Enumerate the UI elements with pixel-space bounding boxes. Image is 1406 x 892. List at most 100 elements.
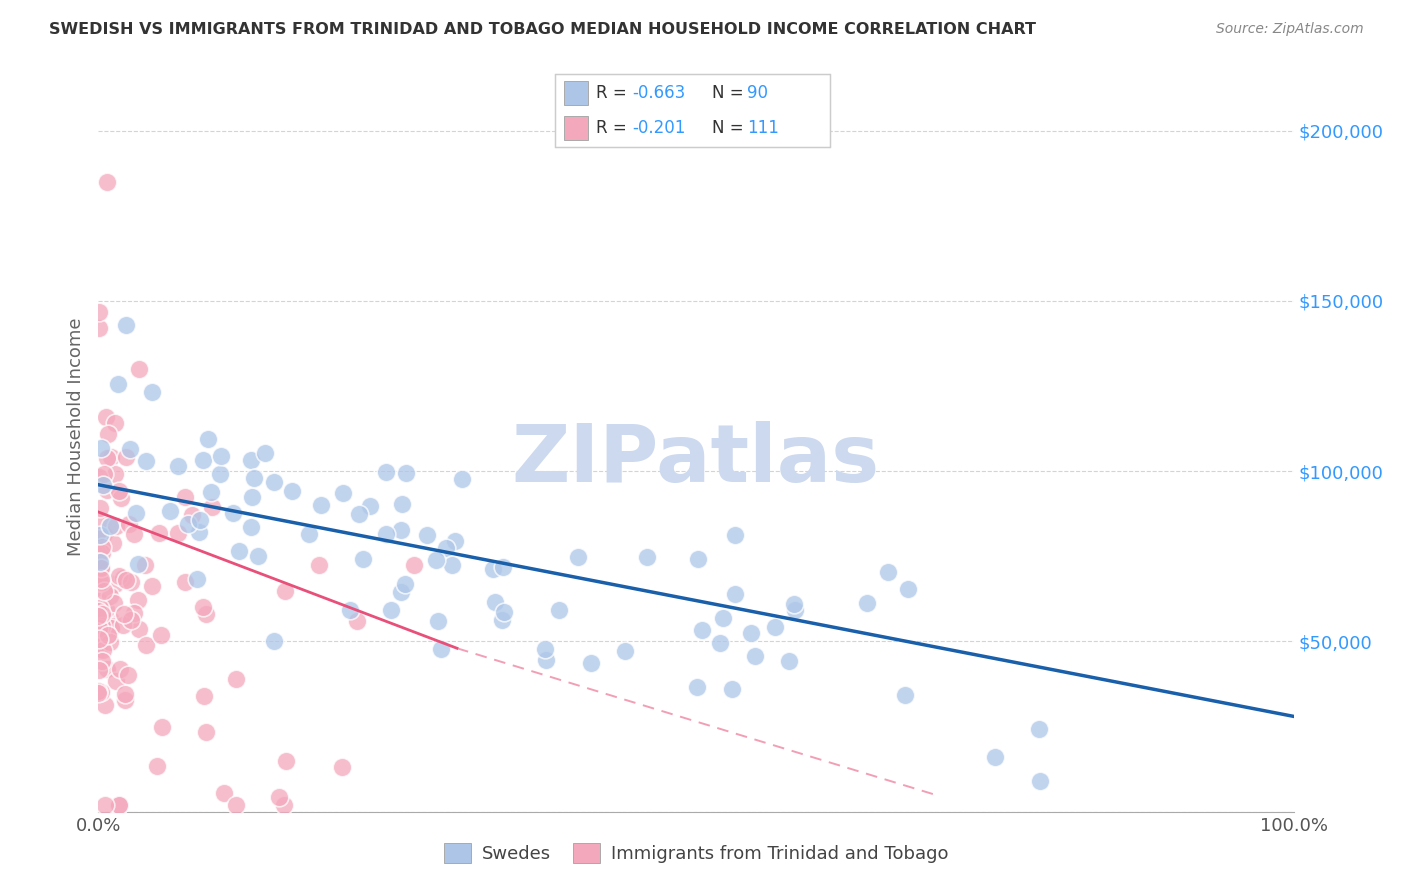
Point bbox=[491, 614, 513, 628]
Point bbox=[93, 467, 115, 481]
Point bbox=[1029, 773, 1052, 788]
Point bbox=[692, 623, 714, 637]
Point bbox=[194, 724, 217, 739]
Point bbox=[778, 654, 800, 668]
Point bbox=[87, 304, 110, 318]
Point bbox=[688, 552, 710, 566]
Y-axis label: Median Household Income: Median Household Income bbox=[66, 318, 84, 557]
Point bbox=[105, 519, 128, 533]
Point bbox=[114, 687, 136, 701]
Point bbox=[492, 559, 515, 574]
Text: 90: 90 bbox=[748, 84, 768, 102]
Point bbox=[89, 594, 111, 608]
Point bbox=[90, 684, 112, 698]
Point bbox=[108, 483, 131, 498]
Point bbox=[222, 506, 245, 520]
Point bbox=[309, 499, 332, 513]
Point bbox=[346, 614, 368, 628]
Point bbox=[214, 786, 236, 800]
Point bbox=[711, 611, 734, 625]
Point bbox=[330, 760, 353, 774]
Point bbox=[263, 634, 285, 648]
Text: -0.663: -0.663 bbox=[633, 84, 685, 102]
Point bbox=[141, 384, 163, 399]
Point bbox=[107, 797, 129, 812]
Point bbox=[96, 450, 118, 465]
Point bbox=[391, 497, 413, 511]
Point bbox=[146, 759, 169, 773]
Point bbox=[90, 575, 112, 590]
Point bbox=[135, 639, 157, 653]
Point bbox=[118, 442, 141, 456]
Point bbox=[429, 641, 451, 656]
Point bbox=[96, 662, 118, 676]
Point bbox=[87, 627, 110, 641]
Point bbox=[389, 585, 412, 599]
Point bbox=[91, 619, 114, 633]
Point bbox=[240, 490, 263, 504]
Point bbox=[298, 527, 321, 541]
Point bbox=[339, 603, 361, 617]
Point bbox=[721, 681, 744, 696]
Point bbox=[194, 607, 217, 621]
Point bbox=[127, 557, 149, 571]
Point bbox=[201, 500, 224, 514]
Point bbox=[115, 318, 138, 333]
Point bbox=[200, 484, 222, 499]
Point bbox=[159, 504, 181, 518]
Point bbox=[180, 508, 202, 522]
Point bbox=[451, 472, 474, 486]
Point bbox=[440, 558, 463, 572]
Point bbox=[141, 579, 163, 593]
Point bbox=[89, 528, 111, 542]
Point bbox=[177, 516, 200, 531]
Point bbox=[103, 536, 125, 550]
Text: SWEDISH VS IMMIGRANTS FROM TRINIDAD AND TOBAGO MEDIAN HOUSEHOLD INCOME CORRELATI: SWEDISH VS IMMIGRANTS FROM TRINIDAD AND … bbox=[49, 22, 1036, 37]
Point bbox=[96, 601, 118, 615]
Point bbox=[225, 672, 247, 686]
Point bbox=[274, 583, 297, 598]
Point bbox=[402, 558, 425, 573]
Point bbox=[134, 558, 156, 572]
Point bbox=[149, 628, 172, 642]
Bar bbox=[564, 80, 588, 104]
Point bbox=[87, 470, 110, 484]
Point bbox=[740, 626, 762, 640]
Point bbox=[193, 689, 215, 703]
Point bbox=[89, 513, 111, 527]
Point bbox=[484, 595, 506, 609]
Point bbox=[533, 642, 555, 657]
Point bbox=[90, 541, 112, 555]
Point bbox=[91, 607, 114, 621]
Point bbox=[100, 621, 122, 635]
Point bbox=[89, 570, 111, 584]
Point bbox=[94, 797, 117, 812]
Point bbox=[112, 617, 135, 632]
Point bbox=[276, 754, 298, 768]
Point bbox=[709, 636, 731, 650]
Point bbox=[90, 561, 112, 575]
Point bbox=[894, 688, 917, 702]
Point bbox=[128, 362, 150, 376]
Point bbox=[374, 465, 396, 479]
Text: R =: R = bbox=[596, 84, 633, 102]
Point bbox=[567, 550, 589, 565]
Point bbox=[426, 614, 449, 628]
Point bbox=[174, 491, 197, 505]
Point bbox=[96, 175, 118, 189]
Point bbox=[104, 467, 127, 481]
Point bbox=[877, 566, 900, 580]
Point bbox=[108, 797, 131, 812]
Point bbox=[613, 643, 636, 657]
Point bbox=[174, 575, 197, 590]
Point bbox=[120, 574, 142, 589]
Text: Source: ZipAtlas.com: Source: ZipAtlas.com bbox=[1216, 22, 1364, 37]
Point bbox=[1028, 722, 1050, 736]
Point bbox=[636, 550, 658, 565]
Text: N =: N = bbox=[711, 119, 748, 136]
Point bbox=[686, 680, 709, 694]
Point bbox=[100, 450, 122, 464]
Point bbox=[188, 513, 211, 527]
Point bbox=[90, 441, 112, 455]
Point bbox=[89, 599, 111, 613]
